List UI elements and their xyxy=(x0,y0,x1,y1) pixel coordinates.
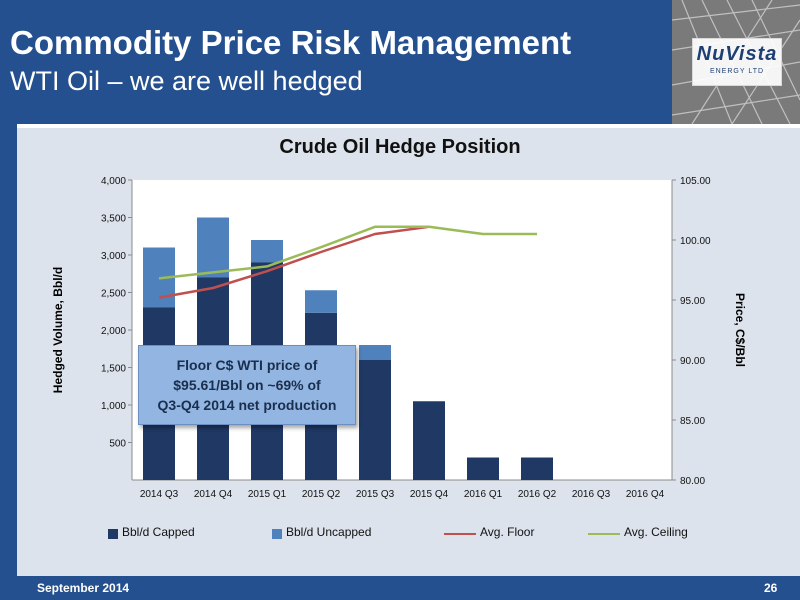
y-tick-label-left: 3,000 xyxy=(101,251,126,262)
y-tick-label-right: 95.00 xyxy=(680,296,705,307)
footer-date: September 2014 xyxy=(37,581,130,595)
bar-capped xyxy=(521,457,553,480)
chart-title: Crude Oil Hedge Position xyxy=(279,136,521,158)
y-tick-label-left: 3,500 xyxy=(101,214,126,225)
y-tick-label-left: 1,500 xyxy=(101,364,126,375)
x-tick-label: 2016 Q1 xyxy=(464,489,503,500)
hedge-callout-box: Floor C$ WTI price of $95.61/Bbl on ~69%… xyxy=(138,345,356,425)
y-tick-label-left: 2,500 xyxy=(101,289,126,300)
x-tick-label: 2015 Q3 xyxy=(356,489,395,500)
legend-line-ceiling xyxy=(588,533,620,535)
x-tick-label: 2015 Q1 xyxy=(248,489,287,500)
x-tick-label: 2016 Q4 xyxy=(626,489,665,500)
y-tick-label-left: 1,000 xyxy=(101,401,126,412)
legend-label-uncapped: Bbl/d Uncapped xyxy=(286,525,372,539)
bar-uncapped xyxy=(197,217,229,278)
y-tick-label-right: 85.00 xyxy=(680,416,705,427)
callout-text: Floor C$ WTI price of $95.61/Bbl on ~69%… xyxy=(157,357,337,413)
series-line-avg-ceiling xyxy=(158,225,537,280)
logo-wordmark: NuVista xyxy=(696,43,778,65)
legend-label-capped: Bbl/d Capped xyxy=(122,525,195,539)
bar-uncapped xyxy=(359,345,391,360)
y-tick-label-left: 500 xyxy=(109,439,126,450)
x-tick-label: 2016 Q3 xyxy=(572,489,611,500)
page-subtitle: WTI Oil – we are well hedged xyxy=(10,66,363,96)
legend-swatch-capped xyxy=(108,529,118,539)
logo-tagline: ENERGY LTD xyxy=(709,68,765,75)
company-logo: NuVista ENERGY LTD xyxy=(692,38,782,86)
legend-swatch-uncapped xyxy=(272,529,282,539)
y-tick-label-left: 4,000 xyxy=(101,176,126,187)
x-tick-label: 2014 Q4 xyxy=(194,489,233,500)
x-tick-label: 2016 Q2 xyxy=(518,489,557,500)
bar-capped xyxy=(359,360,391,480)
y-tick-label-right: 105.00 xyxy=(680,176,711,187)
bar-capped xyxy=(413,401,445,480)
left-accent-bar xyxy=(0,124,17,576)
x-tick-label: 2014 Q3 xyxy=(140,489,179,500)
footer-bar: September 2014 26 xyxy=(0,576,800,600)
page-title: Commodity Price Risk Management xyxy=(10,24,572,61)
legend-label-floor: Avg. Floor xyxy=(480,525,535,539)
y-tick-label-right: 100.00 xyxy=(680,236,711,247)
legend-line-floor xyxy=(444,533,476,535)
bar-uncapped xyxy=(251,240,283,263)
series-line-avg-floor xyxy=(158,225,430,299)
y-tick-label-left: 2,000 xyxy=(101,326,126,337)
header-band: Commodity Price Risk Management WTI Oil … xyxy=(0,0,672,124)
x-tick-label: 2015 Q4 xyxy=(410,489,449,500)
y-tick-label-right: 90.00 xyxy=(680,356,705,367)
chart-legend: Bbl/d Capped Bbl/d Uncapped Avg. Floor A… xyxy=(0,525,800,541)
legend-label-ceiling: Avg. Ceiling xyxy=(624,525,688,539)
bar-capped xyxy=(467,457,499,480)
y-tick-label-right: 80.00 xyxy=(680,476,705,487)
x-tick-label: 2015 Q2 xyxy=(302,489,341,500)
bar-uncapped xyxy=(305,290,337,313)
page-number: 26 xyxy=(764,581,778,595)
